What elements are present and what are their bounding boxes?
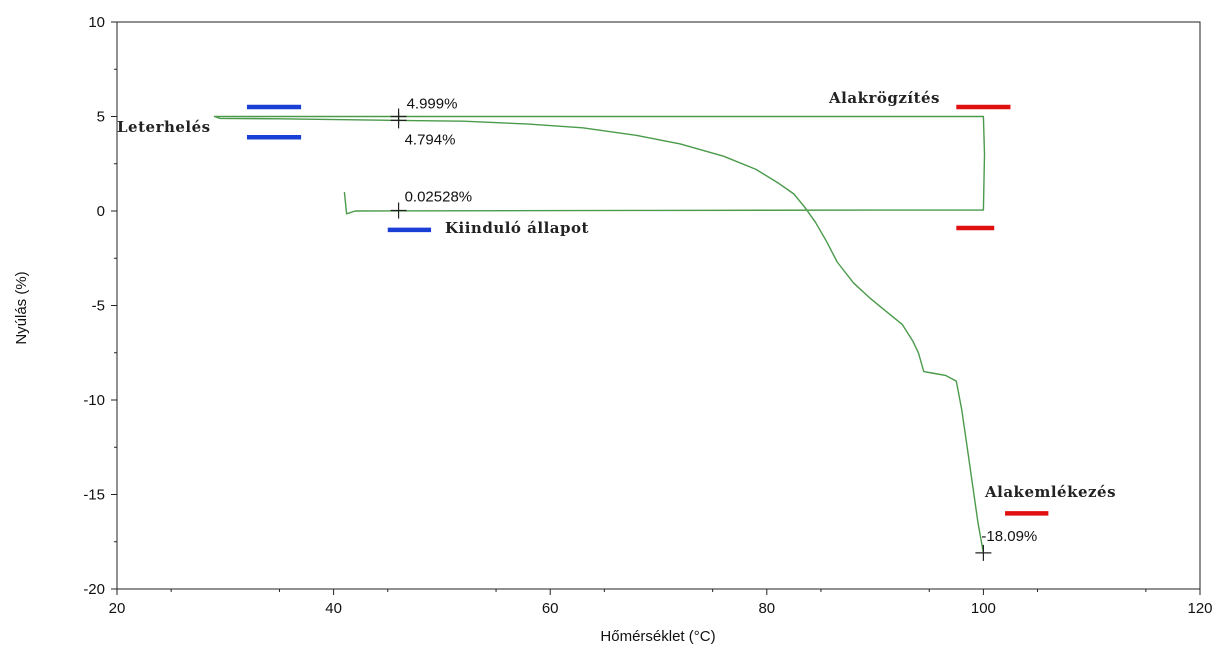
x-tick-label: 100 <box>971 600 996 617</box>
point-label: 4.999% <box>407 96 458 113</box>
point-label: -18.09% <box>981 528 1037 545</box>
point-marker <box>975 544 992 561</box>
point-marker <box>390 112 407 129</box>
y-tick-label: -5 <box>92 298 105 315</box>
series-line <box>213 115 986 554</box>
y-tick-label: 10 <box>88 14 105 31</box>
y-axis-title: Nyúlás (%) <box>13 271 30 344</box>
point-label: 4.794% <box>405 131 456 148</box>
x-tick-label: 80 <box>758 600 775 617</box>
y-tick-label: 0 <box>97 203 105 220</box>
point-marker <box>390 202 407 219</box>
point-markers: 4.999% 4.794% 0.02528% -18.09% <box>390 96 1037 561</box>
axes: 20 40 60 80 100 120 -20 -15 -10 -5 0 5 10 <box>83 14 1212 617</box>
x-tick-label: 40 <box>325 600 342 617</box>
x-tick-label: 120 <box>1187 600 1212 617</box>
x-axis-title: Hőmérséklet (°C) <box>600 628 715 645</box>
y-tick-label: -15 <box>83 487 105 504</box>
y-tick-label: -10 <box>83 392 105 409</box>
phase-label: Alakemlékezés <box>984 483 1116 501</box>
phase-label: Kiinduló állapot <box>445 219 589 237</box>
x-tick-label: 20 <box>109 600 126 617</box>
phase-label: Leterhelés <box>117 118 211 136</box>
y-tick-label: 5 <box>97 109 105 126</box>
series <box>213 115 986 554</box>
phase-markers: Leterhelés Alakrögzítés Kiinduló állapot Al… <box>117 89 1116 516</box>
x-tick-label: 60 <box>542 600 559 617</box>
point-label: 0.02528% <box>405 189 473 206</box>
phase-label: Alakrögzítés <box>828 89 940 107</box>
y-tick-label: -20 <box>83 581 105 598</box>
